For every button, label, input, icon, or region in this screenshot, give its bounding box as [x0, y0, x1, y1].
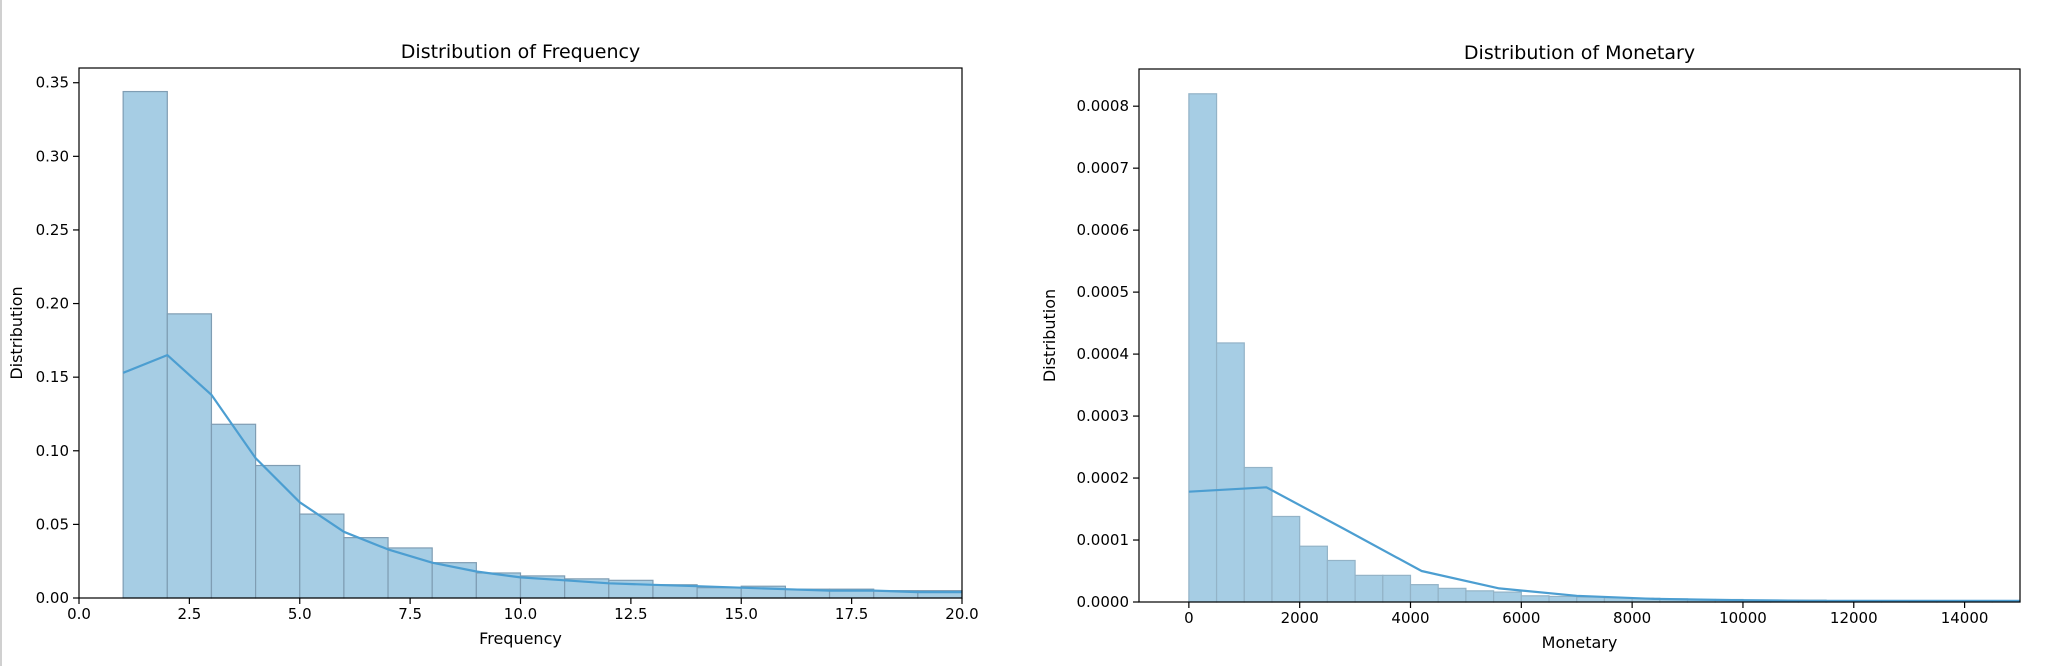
histogram-bar	[1188, 93, 1218, 603]
y-tick-label: 0.05	[36, 515, 69, 533]
y-tick-label: 0.15	[36, 368, 69, 386]
x-tick-label: 10000	[1719, 609, 1767, 627]
x-tick-label: 20.0	[945, 605, 978, 623]
x-tick-label: 2.5	[177, 605, 201, 623]
histogram-bar	[696, 587, 742, 599]
histogram-bar	[1382, 574, 1412, 603]
histogram-bar	[1437, 587, 1467, 603]
x-tick-label: 7.5	[398, 605, 422, 623]
histogram-bar	[1326, 559, 1356, 603]
monetary-chart: 0 2000 4000 6000 8000 10000 12000 14000 0.0000 0.…	[1040, 42, 2021, 652]
y-tick-label: 0.0005	[1077, 283, 1130, 301]
x-axis-label: Monetary	[1542, 633, 1618, 652]
x-tick-label: 12.5	[614, 605, 647, 623]
x-tick-label: 5.0	[288, 605, 312, 623]
histogram-bar	[1354, 574, 1384, 603]
chart-title: Distribution of Frequency	[401, 41, 640, 63]
y-tick-label: 0.30	[36, 147, 69, 165]
x-tick-label: 0	[1184, 609, 1194, 627]
x-tick-label: 8000	[1613, 609, 1651, 627]
figure-left-edge	[0, 0, 2, 666]
histogram-bar	[1299, 545, 1328, 603]
y-tick-label: 0.0008	[1077, 97, 1130, 115]
y-tick-label: 0.0001	[1077, 531, 1130, 549]
x-tick-label: 17.5	[835, 605, 868, 623]
y-tick-label: 0.00	[36, 589, 69, 607]
x-axis-label: Frequency	[479, 629, 562, 648]
histogram-bar	[255, 464, 301, 599]
histogram-bar	[1215, 342, 1245, 603]
histogram-bar	[166, 313, 213, 599]
y-axis-label: Distribution	[7, 286, 26, 379]
y-tick-label: 0.25	[36, 221, 69, 239]
y-tick-label: 0.0003	[1077, 407, 1130, 425]
y-tick-label: 0.0000	[1077, 593, 1130, 611]
x-tick-label: 4000	[1391, 609, 1429, 627]
x-tick-label: 0.0	[67, 605, 91, 623]
y-tick-label: 0.0007	[1077, 159, 1130, 177]
y-tick-label: 0.0002	[1077, 469, 1130, 487]
histogram-bar	[1548, 595, 1578, 603]
x-tick-label: 12000	[1830, 609, 1878, 627]
kde-line	[122, 354, 962, 594]
kde-line	[1188, 486, 2020, 602]
y-axis-label: Distribution	[1040, 289, 1059, 382]
histogram-bar	[1465, 590, 1495, 603]
x-tick-label: 14000	[1941, 609, 1989, 627]
axes-frame	[1138, 68, 2021, 603]
y-tick-label: 0.20	[36, 295, 69, 313]
y-tick-label: 0.0006	[1077, 221, 1130, 239]
histogram-bar	[1520, 595, 1550, 603]
x-tick-label: 6000	[1502, 609, 1540, 627]
x-tick-label: 15.0	[725, 605, 758, 623]
y-tick-label: 0.0004	[1077, 345, 1130, 363]
y-tick-label: 0.35	[36, 74, 69, 92]
x-tick-label: 2000	[1281, 609, 1319, 627]
x-tick-label: 10.0	[504, 605, 537, 623]
frequency-chart: 0.0 2.5 5.0 7.5 10.0 12.5 15.0 17.5 20.0 0.00 0.05…	[7, 41, 979, 648]
histogram-bar	[122, 90, 168, 599]
histogram-bar	[1409, 584, 1439, 603]
y-tick-label: 0.10	[36, 442, 69, 460]
chart-title: Distribution of Monetary	[1464, 42, 1695, 64]
histogram-bar	[1271, 515, 1301, 603]
histogram-bar	[1493, 591, 1522, 603]
